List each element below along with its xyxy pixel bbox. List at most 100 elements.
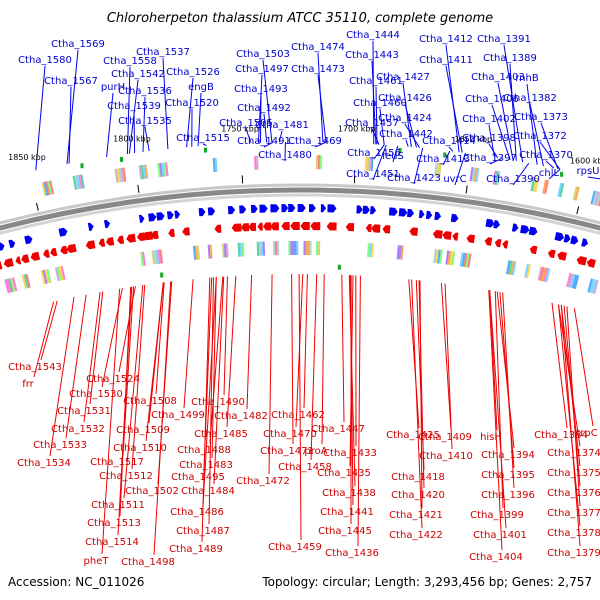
reverse-gene-arrow xyxy=(290,221,300,231)
reverse-gene-arrow xyxy=(214,224,222,233)
forward-gene-label: Ctha_1444 xyxy=(346,30,400,41)
reverse-callout-line xyxy=(131,284,146,470)
reverse-gene-arrow xyxy=(484,237,493,246)
forward-callout-line xyxy=(317,74,327,143)
reverse-gene-label: proA xyxy=(304,446,327,457)
reverse-callout-line xyxy=(268,274,273,475)
feature-block-inner xyxy=(288,240,299,256)
forward-gene-label: purH xyxy=(101,82,125,93)
reverse-gene-arrow xyxy=(576,256,588,266)
forward-gene-label: Ctha_1423 xyxy=(387,173,441,184)
reverse-callout-line xyxy=(65,294,87,439)
feature-block-inner xyxy=(272,241,280,256)
forward-gene-label: rnhB xyxy=(515,73,539,84)
forward-gene-arrow xyxy=(554,232,565,242)
reverse-gene-label: Ctha_1495 xyxy=(171,472,225,483)
feature-block-outer xyxy=(315,155,323,170)
tick-mark xyxy=(137,184,140,193)
reverse-callout-line xyxy=(321,274,325,445)
reverse-gene-label: Ctha_1375 xyxy=(547,468,600,479)
forward-gene-label: Ctha_1515 xyxy=(176,133,230,144)
forward-callout-line xyxy=(278,130,283,143)
reverse-gene-label: Ctha_1433 xyxy=(323,448,377,459)
tick-mark xyxy=(36,202,39,211)
reverse-callout-lines xyxy=(33,273,594,556)
forward-gene-label: engB xyxy=(188,82,214,93)
reverse-gene-arrow xyxy=(3,258,14,268)
forward-gene-label: Ctha_1469 xyxy=(288,136,342,147)
feature-block-inner xyxy=(459,252,472,268)
forward-callout-line xyxy=(371,60,377,145)
forward-gene-label: Ctha_1402 xyxy=(462,114,516,125)
forward-gene-label: Ctha_1526 xyxy=(166,67,220,78)
genome-summary-text: Topology: circular; Length: 3,293,456 bp… xyxy=(261,575,592,589)
reverse-callout-line xyxy=(33,301,55,378)
reverse-gene-label: Ctha_1470 xyxy=(263,429,317,440)
reverse-gene-label: Ctha_1396 xyxy=(481,490,535,501)
reverse-gene-label: Ctha_1378 xyxy=(547,528,600,539)
feature-block-inner xyxy=(237,242,245,257)
forward-gene-label: Ctha_1520 xyxy=(165,98,219,109)
reverse-gene-label: Ctha_1483 xyxy=(179,460,233,471)
feature-block-inner xyxy=(140,251,146,267)
feature-marker xyxy=(337,264,341,270)
reverse-gene-label: Ctha_1534 xyxy=(17,458,71,469)
forward-gene-arrow xyxy=(0,242,5,251)
reverse-callout-line xyxy=(566,306,581,507)
feature-block-outer xyxy=(212,157,218,173)
reverse-callout-line xyxy=(563,305,581,487)
forward-callout-line xyxy=(126,66,131,155)
reverse-gene-arrow xyxy=(452,232,459,241)
forward-gene-label: Ctha_1424 xyxy=(378,113,432,124)
reverse-callout-line xyxy=(208,277,214,525)
reverse-gene-arrow xyxy=(15,256,22,265)
reverse-gene-label: Ctha_1436 xyxy=(325,548,379,559)
forward-gene-label: Ctha_1481 xyxy=(255,120,309,131)
reverse-gene-arrow xyxy=(43,249,50,258)
backbone-ring xyxy=(0,187,600,231)
tick-label: 1650 kbp xyxy=(454,135,492,144)
forward-gene-arrow xyxy=(511,223,519,232)
reverse-gene-label: Ctha_1447 xyxy=(311,424,365,435)
reverse-gene-arrow xyxy=(494,238,502,248)
reverse-gene-label: Ctha_1395 xyxy=(481,470,535,481)
reverse-callout-line xyxy=(122,286,134,456)
reverse-gene-label: Ctha_1531 xyxy=(57,406,111,417)
forward-gene-label: Ctha_1497 xyxy=(235,64,289,75)
backbone-shadow-outer xyxy=(0,183,600,225)
forward-gene-label: Ctha_1391 xyxy=(477,34,531,45)
genome-backbone xyxy=(0,183,600,235)
reverse-gene-arrow xyxy=(529,245,538,255)
feature-block-outer xyxy=(557,182,565,198)
forward-gene-label: Ctha_1414 xyxy=(422,136,476,147)
feature-block-outer xyxy=(41,180,55,197)
feature-block-outer xyxy=(157,162,169,178)
forward-gene-arrow xyxy=(198,207,206,217)
feature-block-outer xyxy=(542,179,549,195)
forward-callout-line xyxy=(262,59,273,143)
reverse-gene-label: Ctha_1517 xyxy=(90,457,144,468)
forward-callout-line xyxy=(548,169,561,180)
forward-gene-arrow xyxy=(156,212,165,221)
reverse-callout-line xyxy=(419,280,423,509)
reverse-callout-line xyxy=(560,304,581,547)
forward-gene-arrow xyxy=(24,235,33,245)
reverse-callout-line xyxy=(211,277,217,459)
backbone-shadow-inner xyxy=(0,193,600,235)
forward-gene-label: Ctha_1451 xyxy=(346,169,400,180)
reverse-gene-label: Ctha_1533 xyxy=(33,440,87,451)
reverse-gene-arrow xyxy=(248,222,257,232)
reverse-gene-label: Ctha_1420 xyxy=(391,490,445,501)
forward-gene-label: Ctha_1390 xyxy=(486,174,540,185)
reverse-callout-line xyxy=(558,304,581,527)
reverse-gene-label: Ctha_1524 xyxy=(86,374,140,385)
feature-block-inner xyxy=(566,273,580,290)
feature-block-inner xyxy=(192,245,201,260)
reverse-gene-label: Ctha_1462 xyxy=(271,410,325,421)
forward-gene-label: Ctha_1413 xyxy=(416,154,470,165)
forward-gene-label: Ctha_1427 xyxy=(376,72,430,83)
reverse-gene-arrow xyxy=(270,222,279,231)
forward-gene-label: leuS xyxy=(382,151,404,162)
feature-block-outer xyxy=(572,186,580,201)
